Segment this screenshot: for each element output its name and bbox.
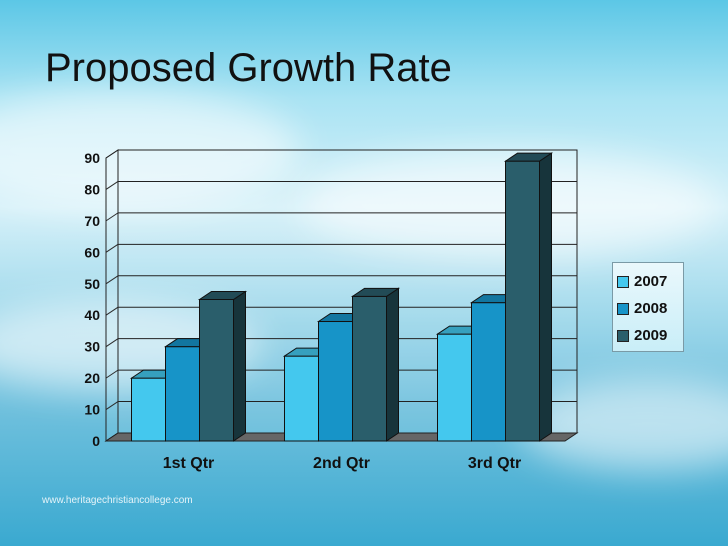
legend-item: 2009 [617,322,679,349]
cloud-decoration [520,380,728,470]
bar [437,333,472,442]
y-tick-label: 10 [84,402,100,418]
bar-side-face [233,290,246,442]
bar [352,295,387,442]
side-gridline [105,275,119,285]
side-gridline [105,369,119,379]
legend-swatch [617,329,629,342]
legend-label: 2009 [634,327,668,344]
side-gridline [105,181,119,190]
x-tick-label: 3rd Qtr [468,455,521,472]
legend-swatch [617,302,629,315]
legend-label: 2007 [634,273,668,290]
side-gridline [105,212,119,222]
bar-top-face [503,152,554,162]
bar [318,321,353,442]
x-tick-label: 1st Qtr [163,455,215,472]
legend-label: 2008 [634,300,668,317]
side-gridline [105,338,119,348]
side-gridline [105,401,119,410]
y-tick-label: 0 [92,433,100,449]
y-tick-label: 60 [84,244,100,260]
x-tick-label: 2nd Qtr [313,455,370,472]
chart-legend: 2007 2008 2009 [612,262,684,352]
bar [471,302,506,442]
y-tick-label: 80 [84,181,100,197]
bar [505,160,540,442]
watermark-text: www.heritagechristiancollege.com [42,495,193,506]
y-tick-label: 20 [84,370,100,386]
bar-top-face [197,291,248,300]
y-tick-label: 90 [84,150,100,166]
y-tick-label: 50 [84,276,100,292]
y-tick-label: 70 [84,213,100,229]
legend-item: 2007 [617,268,679,295]
bar-top-face [350,287,401,297]
side-gridline [105,306,119,316]
legend-swatch [617,275,629,288]
bar-side-face [386,287,399,442]
bar [284,355,319,442]
bar-side-face [539,152,552,442]
bar [131,377,166,442]
slide-title: Proposed Growth Rate [45,46,452,90]
plot-side-wall [105,149,119,442]
legend-item: 2008 [617,295,679,322]
bar [165,346,200,442]
side-gridline [105,243,119,253]
bar [199,299,234,442]
y-tick-label: 30 [84,339,100,355]
y-tick-label: 40 [84,307,100,323]
